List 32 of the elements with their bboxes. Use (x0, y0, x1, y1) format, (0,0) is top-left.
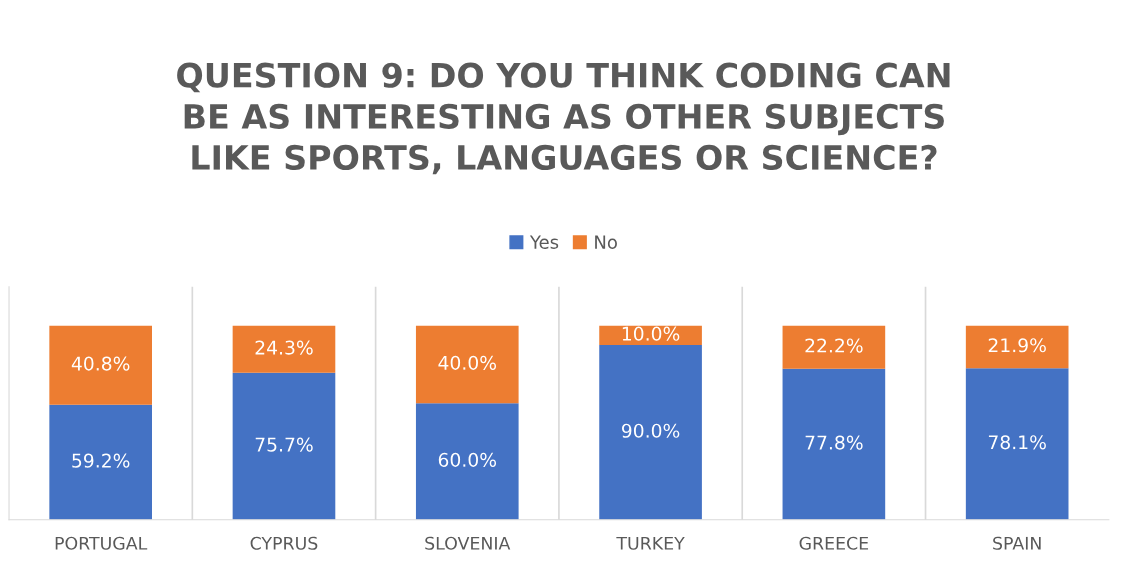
data-label: 22.2% (805, 338, 863, 353)
bar (232, 325, 336, 373)
x-tick-label: PORTUGAL (55, 536, 148, 550)
chart-title: QUESTION 9: DO YOU THINK CODING CAN BE AS INTERESTING AS OTHER SUBJECTS LIKE SPORTS, LANGUAGES OR SCIENCE? (177, 62, 950, 175)
legend-label: Yes (529, 235, 559, 249)
legend-label: No (595, 235, 617, 249)
data-label: 40.0% (438, 355, 497, 370)
x-tick-label: SPAIN (993, 536, 1041, 550)
data-label: 75.7% (255, 437, 313, 452)
data-label: 77.8% (805, 435, 863, 450)
data-label: 21.9% (988, 338, 1046, 353)
data-label: 59.2% (72, 453, 130, 468)
data-label: 78.1% (988, 435, 1046, 450)
x-tick-label: SLOVENIA (425, 536, 511, 550)
bar (782, 325, 886, 369)
bar (49, 404, 152, 520)
data-label: 40.8% (71, 356, 130, 371)
bar (415, 403, 519, 520)
data-label: 90.0% (621, 423, 680, 438)
bar (965, 325, 1069, 369)
bar (965, 368, 1069, 520)
bar (599, 345, 702, 520)
x-tick-label: TURKEY (616, 536, 685, 550)
bar (415, 325, 519, 404)
data-label: 60.0% (438, 452, 497, 467)
bar (782, 368, 886, 520)
x-tick-label: CYPRUS (250, 536, 318, 550)
data-label: 24.3% (255, 340, 313, 355)
bar (49, 325, 152, 405)
x-tick-label: GREECE (799, 536, 869, 550)
bar (232, 372, 336, 520)
data-label: 10.0% (622, 326, 680, 341)
